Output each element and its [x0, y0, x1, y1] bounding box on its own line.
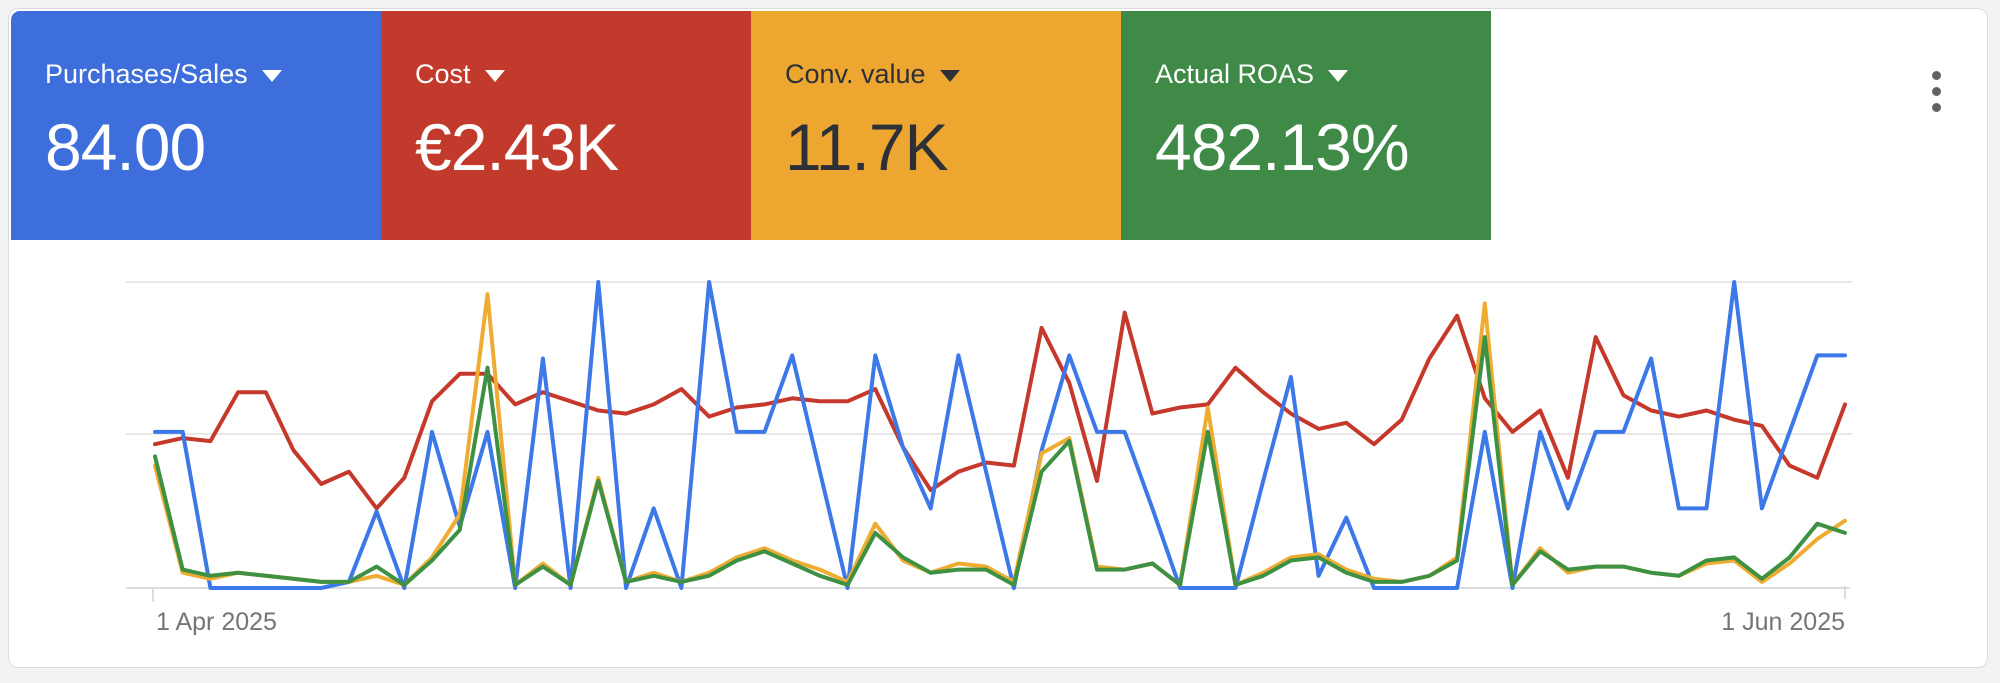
kebab-vertical-icon — [1931, 70, 1941, 80]
kebab-vertical-icon — [1931, 102, 1941, 112]
metric-card-cost: Cost €2.43K — [381, 11, 751, 240]
metric-card-actual-roas: Actual ROAS 482.13% — [1121, 11, 1491, 240]
metric-label: Conv. value — [785, 59, 926, 89]
metric-scorecards: Purchases/Sales 84.00 Cost €2.43K Conv. … — [11, 11, 1491, 240]
metric-label: Actual ROAS — [1155, 59, 1315, 89]
metric-value: 84.00 — [45, 110, 206, 184]
metric-selector-cost[interactable]: Cost — [415, 57, 751, 91]
x-axis-label-start: 1 Apr 2025 — [156, 608, 277, 636]
metric-value: 11.7K — [785, 110, 949, 184]
chevron-down-icon — [484, 69, 505, 82]
metric-value: €2.43K — [415, 110, 619, 184]
metric-selector-actual-roas[interactable]: Actual ROAS — [1155, 57, 1491, 91]
overview-panel: Purchases/Sales 84.00 Cost €2.43K Conv. … — [8, 8, 1988, 668]
metric-selector-purchases-sales[interactable]: Purchases/Sales — [45, 57, 381, 91]
metric-value: 482.13% — [1155, 110, 1410, 184]
more-options-button[interactable] — [1912, 65, 1960, 117]
metric-card-conv-value: Conv. value 11.7K — [751, 11, 1121, 240]
x-axis-label-end: 1 Jun 2025 — [1721, 608, 1845, 636]
metric-card-purchases-sales: Purchases/Sales 84.00 — [11, 11, 381, 240]
metric-label: Cost — [415, 59, 471, 89]
kebab-vertical-icon — [1931, 86, 1941, 96]
metric-selector-conv-value[interactable]: Conv. value — [785, 57, 1121, 91]
chevron-down-icon — [939, 69, 960, 82]
chevron-down-icon — [1328, 69, 1349, 82]
metric-label: Purchases/Sales — [45, 59, 248, 89]
chevron-down-icon — [261, 69, 282, 82]
